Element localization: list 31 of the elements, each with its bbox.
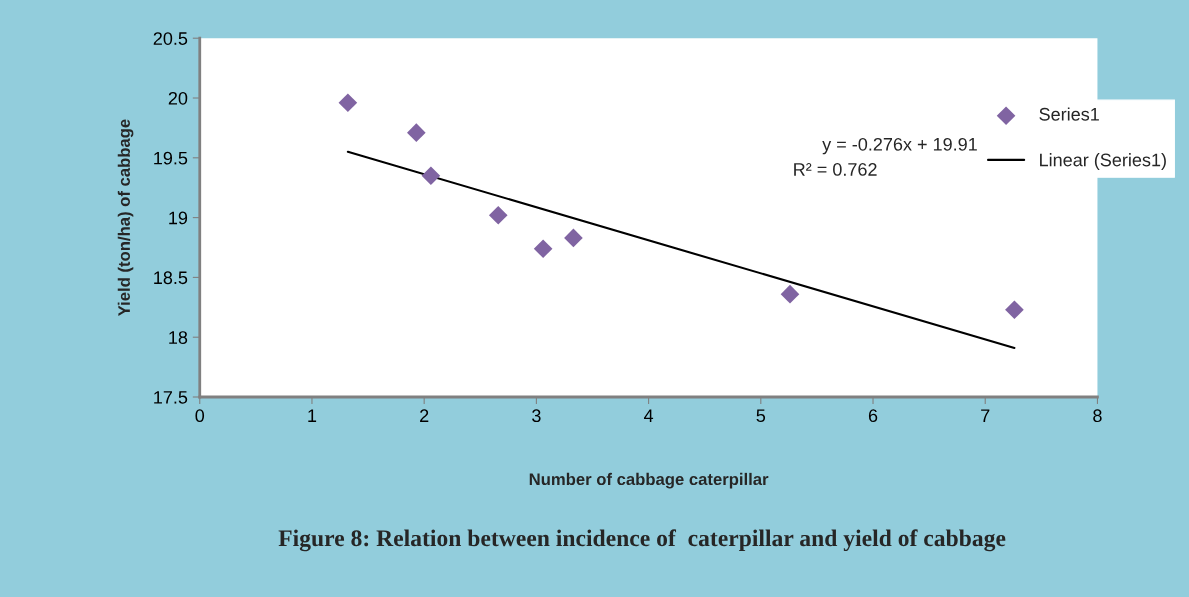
y-tick-label: 19.5 [154, 151, 188, 165]
y-tick-label: 18 [169, 331, 188, 344]
point [421, 166, 441, 186]
point [533, 239, 553, 259]
x-axis-title: Number of cabbage caterpillar [529, 472, 769, 489]
legend-label: Series1 [1039, 107, 1099, 121]
annotation: R² = 0.762 [794, 163, 877, 176]
point [564, 228, 583, 248]
x-tick-label: 4 [643, 409, 654, 422]
x-tick-label: 6 [868, 409, 878, 423]
y-tick-label: 17.5 [154, 391, 188, 404]
x-tick-label: 3 [532, 409, 541, 423]
x-tick-label: 2 [420, 409, 429, 422]
y-axis-title: Yield (ton/ha) of cabbage [117, 119, 134, 317]
x-tick-label: 7 [981, 409, 990, 422]
x-tick-label: 8 [1093, 409, 1102, 423]
point [407, 123, 426, 143]
y-tick-label: 19 [169, 211, 188, 225]
x-tick-label: 0 [195, 409, 205, 423]
point [1005, 300, 1024, 320]
annotation: y = -0.276x + 19.91 [822, 137, 977, 155]
x-tick-label: 1 [308, 409, 317, 422]
point [338, 93, 358, 113]
x-tick-label: 5 [756, 409, 766, 423]
y-tick-label: 18.5 [154, 271, 188, 285]
point [780, 284, 800, 304]
y-tick-label: 20.5 [153, 32, 188, 45]
point [488, 205, 508, 225]
y-tick-label: 20 [168, 91, 188, 105]
legend-label: Linear (Series1) [1040, 153, 1166, 170]
caption: Figure 8: Relation between incidence of caterpillar and yield of cabbage [278, 529, 1006, 552]
